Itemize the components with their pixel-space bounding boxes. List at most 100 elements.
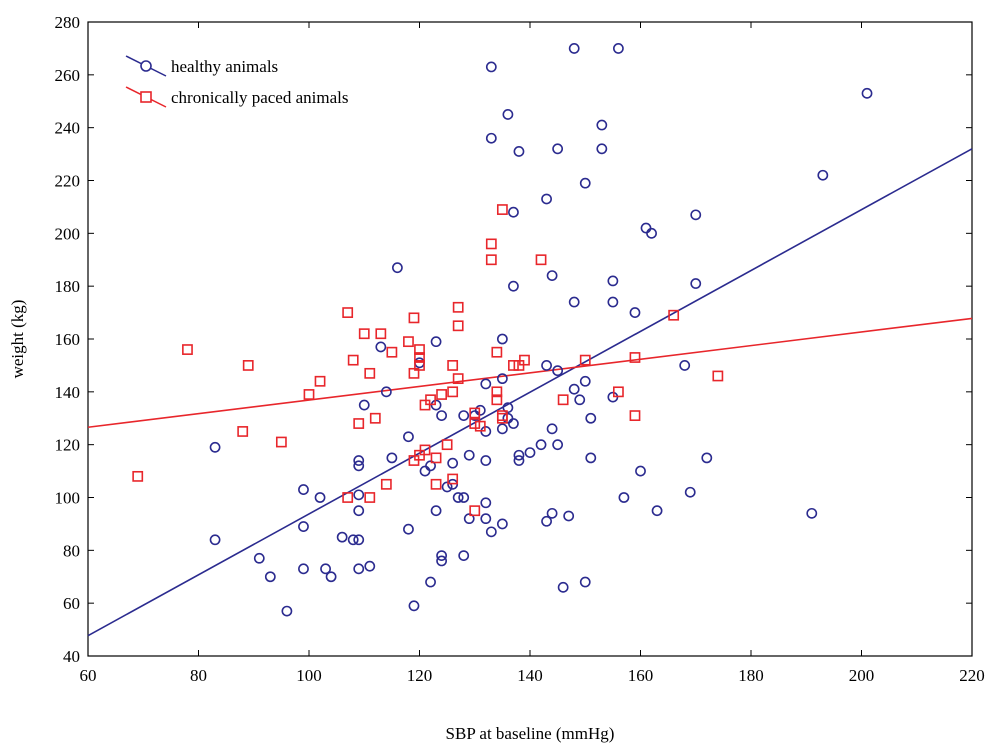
data-point-s0-1 (209, 534, 221, 546)
data-points (132, 43, 873, 617)
data-point-s1-32 (441, 439, 453, 451)
data-point-s1-42 (474, 420, 486, 432)
y-tick-label-10: 240 (55, 119, 81, 138)
data-point-s0-34 (430, 505, 442, 517)
data-point-s0-77 (552, 143, 564, 155)
data-point-s1-10 (353, 418, 365, 429)
data-point-s0-0 (209, 441, 221, 453)
x-tick-label-1: 80 (190, 666, 207, 685)
data-point-s0-90 (585, 452, 597, 464)
fit-lines (87, 148, 973, 637)
legend-marker-healthy (140, 60, 152, 72)
x-tick-label-7: 200 (849, 666, 875, 685)
data-point-s0-96 (618, 492, 630, 503)
y-tick-label-8: 200 (55, 224, 81, 243)
data-point-s0-13 (353, 534, 365, 546)
data-point-s0-56 (496, 333, 508, 345)
data-point-s0-14 (353, 455, 365, 466)
data-point-s1-38 (452, 373, 464, 385)
data-point-s0-91 (596, 119, 608, 131)
data-point-s0-9 (320, 563, 331, 575)
data-point-s1-20 (408, 367, 420, 379)
data-point-s0-83 (568, 296, 580, 308)
data-point-s0-19 (358, 399, 370, 411)
data-point-s0-92 (596, 143, 608, 155)
data-point-s1-57 (612, 386, 624, 398)
y-tick-label-11: 260 (55, 66, 81, 85)
data-point-s0-86 (579, 177, 591, 189)
data-point-s1-37 (452, 320, 464, 332)
data-point-s1-19 (408, 312, 420, 324)
data-point-s1-44 (485, 254, 497, 266)
x-tick-label-0: 60 (80, 666, 97, 685)
data-point-s1-0 (132, 470, 144, 482)
legend-label-healthy: healthy animals (171, 57, 278, 76)
data-point-s1-22 (414, 344, 425, 355)
data-point-s1-48 (496, 204, 508, 215)
data-point-s0-24 (391, 262, 403, 274)
data-point-s0-8 (314, 492, 326, 503)
data-point-s0-29 (419, 465, 431, 477)
data-point-s1-58 (629, 352, 641, 363)
data-point-s0-2 (253, 552, 265, 564)
y-tick-label-1: 60 (63, 594, 80, 613)
data-point-s0-81 (563, 510, 575, 522)
x-tick-label-8: 220 (959, 666, 985, 685)
data-point-s1-35 (447, 473, 459, 485)
data-point-s0-3 (264, 571, 276, 583)
series-0-points (209, 43, 873, 617)
data-point-s0-100 (646, 227, 657, 239)
legend-label-paced: chronically paced animals (171, 88, 348, 107)
data-point-s0-74 (546, 270, 558, 281)
data-point-s0-27 (408, 600, 420, 612)
data-point-s0-60 (502, 109, 514, 120)
data-point-s1-6 (314, 375, 326, 387)
data-point-s0-20 (364, 560, 376, 572)
data-point-s0-65 (508, 418, 519, 429)
y-tick-label-4: 120 (55, 436, 81, 455)
data-point-s1-8 (342, 492, 354, 503)
data-point-s0-5 (298, 484, 309, 495)
data-point-s0-39 (447, 457, 459, 469)
data-point-s0-84 (568, 383, 580, 395)
data-point-s0-16 (353, 489, 365, 501)
data-point-s1-47 (491, 394, 503, 406)
data-point-s1-45 (491, 346, 503, 358)
y-tick-label-5: 140 (55, 383, 81, 402)
data-point-s0-18 (353, 563, 365, 575)
data-point-s1-46 (491, 386, 503, 398)
fit-line-series-1 (87, 317, 973, 429)
data-point-s1-51 (508, 360, 519, 371)
data-point-s1-29 (430, 452, 442, 464)
x-tick-label-3: 120 (407, 666, 433, 685)
data-point-s0-93 (607, 275, 619, 287)
data-point-s1-31 (436, 389, 447, 400)
data-point-s0-108 (817, 169, 829, 181)
data-point-s1-50 (496, 412, 508, 424)
data-point-s0-107 (806, 507, 818, 519)
data-point-s0-30 (425, 460, 436, 472)
x-tick-label-6: 180 (738, 666, 764, 685)
data-point-s0-69 (524, 447, 536, 458)
data-point-s0-50 (480, 455, 492, 466)
data-point-s1-40 (469, 407, 481, 419)
data-point-s0-63 (508, 206, 519, 218)
data-point-s0-48 (480, 378, 492, 390)
data-point-s1-41 (469, 418, 481, 429)
data-point-s0-94 (607, 296, 619, 308)
data-point-s0-61 (502, 402, 514, 414)
x-tick-label-2: 100 (296, 666, 322, 685)
data-point-s1-17 (386, 346, 398, 358)
data-point-s0-32 (430, 336, 442, 348)
data-point-s0-59 (496, 518, 508, 530)
y-tick-label-12: 280 (55, 13, 81, 32)
data-point-s0-15 (353, 460, 365, 472)
data-point-s0-55 (485, 526, 497, 538)
data-point-s0-44 (458, 550, 470, 562)
data-point-s0-73 (541, 515, 552, 527)
data-point-s1-23 (414, 352, 425, 363)
data-point-s0-46 (463, 513, 475, 525)
data-point-s1-61 (712, 370, 724, 382)
data-point-s0-37 (436, 555, 447, 567)
